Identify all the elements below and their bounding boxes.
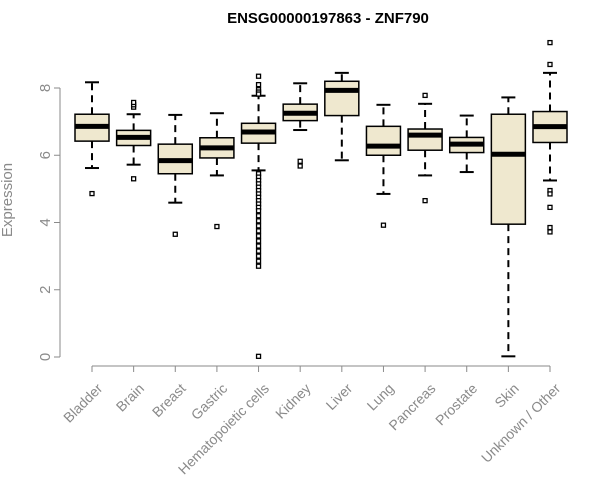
outlier-point: [547, 61, 553, 68]
outlier-point: [255, 81, 262, 88]
outlier-point: [297, 158, 303, 164]
x-tick-label: Skin: [491, 380, 522, 411]
outlier-point: [255, 73, 262, 79]
y-tick-label: 6: [37, 151, 54, 159]
box-prostate: [448, 114, 485, 174]
chart-title: ENSG00000197863 - ZNF790: [227, 10, 429, 27]
outlier-point: [255, 353, 262, 359]
outlier-point: [547, 229, 553, 235]
box-unknown-other: [532, 39, 568, 235]
x-tick-label: Breast: [149, 380, 189, 420]
outlier-point: [422, 92, 428, 99]
iqr-box: [324, 80, 360, 117]
outlier-point: [130, 176, 137, 182]
outlier-point: [255, 243, 262, 249]
outlier-point: [547, 191, 553, 197]
outlier-point: [255, 228, 262, 234]
box-kidney: [282, 82, 318, 169]
outlier-point: [547, 39, 553, 46]
y-tick-label: 8: [37, 84, 54, 92]
outlier-point: [130, 99, 137, 106]
x-tick-label: Kidney: [272, 380, 314, 422]
outlier-point: [255, 258, 262, 264]
iqr-box: [490, 113, 527, 225]
x-tick-label: Liver: [323, 380, 356, 413]
outlier-point: [255, 218, 262, 224]
box-gastric: [199, 112, 235, 230]
box-bladder: [74, 81, 110, 197]
box-brain: [115, 99, 152, 182]
x-tick-label: Bladder: [60, 380, 106, 426]
box-pancreas: [407, 92, 443, 204]
box-hematopoietic-cells: [240, 73, 277, 359]
outlier-point: [422, 197, 428, 204]
x-tick-label: Unknown / Other: [478, 380, 564, 466]
outlier-point: [297, 163, 303, 169]
y-tick-label: 2: [37, 286, 54, 294]
outlier-point: [172, 231, 178, 237]
y-axis: 0 2 4 6 8: [37, 84, 61, 361]
boxes-layer: [74, 39, 568, 359]
outlier-point: [547, 204, 553, 211]
x-tick-label: Prostate: [432, 380, 480, 428]
y-tick-label: 0: [37, 353, 54, 361]
box-breast: [157, 113, 194, 237]
outlier-point: [255, 91, 262, 97]
x-tick-label: Brain: [113, 380, 147, 414]
iqr-box: [407, 128, 443, 151]
outlier-point: [547, 224, 553, 231]
outlier-point: [255, 253, 262, 259]
x-tick-label: Lung: [364, 380, 397, 413]
box-skin: [490, 96, 527, 358]
outlier-point: [214, 223, 220, 230]
outlier-point: [255, 233, 262, 239]
outlier-point: [89, 190, 95, 197]
outlier-point: [255, 263, 262, 269]
box-lung: [365, 103, 402, 228]
y-axis-label: Expression: [0, 163, 16, 237]
outlier-point: [255, 223, 262, 229]
iqr-box: [365, 125, 402, 156]
outlier-point: [255, 248, 262, 254]
outlier-point: [255, 238, 262, 244]
outlier-point: [255, 208, 262, 214]
y-tick-label: 4: [37, 218, 54, 226]
box-liver: [324, 71, 360, 162]
outlier-point: [380, 222, 387, 228]
outlier-point: [255, 213, 262, 219]
